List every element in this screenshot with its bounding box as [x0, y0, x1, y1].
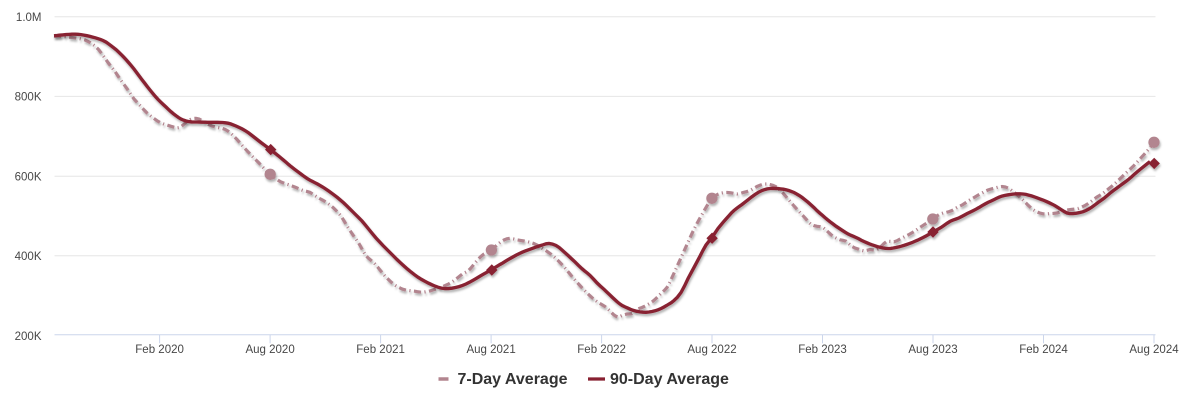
svg-text:Feb 2021: Feb 2021 [356, 344, 405, 356]
svg-text:800K: 800K [15, 92, 42, 104]
svg-text:Aug 2022: Aug 2022 [687, 344, 736, 356]
svg-text:90-Day Average: 90-Day Average [610, 371, 729, 388]
svg-text:Feb 2022: Feb 2022 [577, 344, 626, 356]
svg-text:200K: 200K [15, 331, 42, 343]
svg-text:1.0M: 1.0M [16, 12, 42, 24]
svg-text:Feb 2020: Feb 2020 [135, 344, 184, 356]
svg-text:Feb 2024: Feb 2024 [1019, 344, 1068, 356]
svg-text:Aug 2023: Aug 2023 [908, 344, 957, 356]
svg-text:Feb 2023: Feb 2023 [798, 344, 847, 356]
svg-text:400K: 400K [15, 251, 42, 263]
svg-text:Aug 2020: Aug 2020 [245, 344, 294, 356]
svg-text:7-Day Average: 7-Day Average [458, 371, 568, 388]
svg-text:Aug 2024: Aug 2024 [1129, 344, 1179, 356]
svg-text:Aug 2021: Aug 2021 [466, 344, 515, 356]
svg-text:600K: 600K [15, 171, 42, 183]
